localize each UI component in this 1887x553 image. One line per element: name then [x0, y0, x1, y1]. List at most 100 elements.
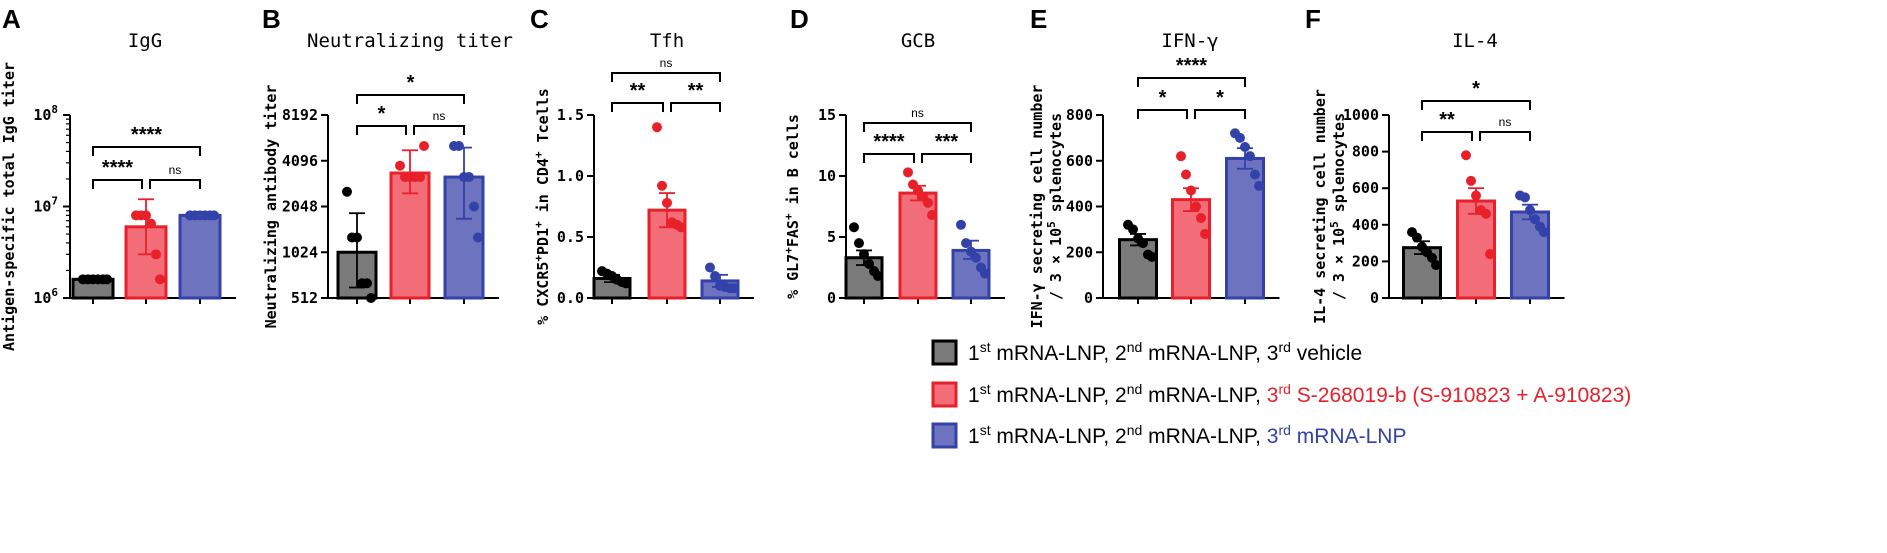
ylabel-part: splenocytes — [1330, 113, 1348, 221]
y-axis-label: % CXCR5+PD1+ in CD4+ Tcells — [532, 88, 552, 325]
legend-sup-colored: rd — [1278, 339, 1290, 355]
data-point — [1196, 212, 1206, 223]
legend-text: mRNA-LNP, 2 — [991, 425, 1127, 448]
bar-lnp — [178, 213, 222, 300]
bar-lnp — [1225, 156, 1265, 300]
y-tick-label: 8192 — [282, 106, 318, 124]
data-point — [923, 197, 933, 208]
legend-label: 1st mRNA-LNP, 2nd mRNA-LNP, 3rd S-268019… — [968, 381, 1631, 407]
tick-exp: 8 — [51, 103, 58, 116]
legend-text: mRNA-LNP, — [1142, 384, 1266, 407]
significance-label: * — [1472, 78, 1480, 100]
significance-bracket — [356, 94, 465, 104]
significance-label: ns — [433, 109, 446, 123]
significance-label: ** — [1439, 109, 1455, 131]
data-point — [151, 249, 161, 260]
data-point — [1176, 151, 1186, 162]
data-point — [464, 172, 474, 183]
data-point — [473, 232, 483, 243]
ylabel-part: % CXCR5 — [534, 262, 552, 325]
panel-label: B — [262, 4, 281, 34]
significance-bracket — [92, 146, 201, 156]
y-tick-label: 0.0 — [557, 289, 584, 307]
y-tick-label: 10 — [818, 167, 836, 185]
legend-text: mRNA-LNP, — [1142, 342, 1266, 365]
y-tick-label: 400 — [1352, 216, 1379, 234]
legend-sup: st — [980, 381, 991, 397]
legend-text: mRNA-LNP, — [1142, 425, 1266, 448]
data-point — [366, 293, 376, 303]
data-point — [1147, 251, 1157, 262]
legend-label: 1st mRNA-LNP, 2nd mRNA-LNP, 3rd vehicle — [968, 339, 1362, 365]
data-point — [362, 278, 372, 289]
data-point — [342, 186, 352, 197]
panel-label: C — [530, 4, 549, 34]
y-axis-label: % GL7+FAS+ in B cells — [782, 114, 802, 299]
significance-label: * — [407, 72, 415, 94]
data-point — [102, 274, 112, 285]
legend-swatch-vehicle — [931, 339, 958, 366]
ylabel-part: Tcells — [534, 88, 552, 151]
y-tick-label: 5 — [827, 228, 836, 246]
y-tick-label: 600 — [1352, 179, 1379, 197]
data-point — [395, 160, 405, 171]
data-point — [729, 283, 739, 294]
y-tick-label: 600 — [1066, 152, 1093, 170]
data-point — [1254, 180, 1264, 191]
data-point — [419, 141, 429, 152]
y-axis-label: IFN-γ secreting cell number — [1028, 85, 1046, 329]
y-tick-label: 400 — [1066, 198, 1093, 216]
legend-sup: nd — [1127, 339, 1143, 355]
y-tick-label: 2048 — [282, 198, 318, 216]
data-point — [1200, 228, 1210, 239]
bar-s268 — [898, 191, 938, 300]
significance-bracket — [863, 153, 915, 163]
legend-sup: nd — [1127, 381, 1143, 397]
data-point — [209, 210, 219, 221]
significance-bracket — [1137, 77, 1246, 87]
significance-label: ns — [169, 163, 182, 177]
significance-bracket — [863, 122, 972, 132]
panel-E: E IFN-γ 0 200 400 600 800 IFN-γ secreting cell … — [1028, 4, 1280, 328]
significance-label: ** — [630, 80, 646, 102]
y-axis-label: Antigen-specific total IgG titer — [0, 62, 18, 351]
data-point — [676, 222, 686, 233]
data-point — [1128, 224, 1138, 235]
ylabel-sup: 5 — [1328, 221, 1341, 228]
panel-title: Neutralizing titer — [307, 30, 513, 52]
data-point — [621, 278, 631, 289]
significance-label: *** — [935, 131, 959, 153]
significance-bracket — [1194, 109, 1246, 119]
data-point — [1191, 201, 1201, 212]
legend-text: 1 — [968, 384, 980, 407]
ylabel-part: in B cells — [784, 114, 802, 213]
data-point — [705, 262, 715, 273]
y-axis-label-line2: / 3 × 105 splenocytes — [1045, 113, 1065, 300]
data-point — [961, 238, 971, 249]
data-point — [956, 219, 966, 230]
panel-title: IL-4 — [1452, 30, 1498, 52]
panel-label: F — [1305, 4, 1321, 34]
legend: 1st mRNA-LNP, 2nd mRNA-LNP, 3rd vehicle1… — [931, 339, 1631, 449]
data-point — [1240, 142, 1250, 153]
data-point — [1525, 205, 1535, 216]
significance-bracket — [92, 179, 143, 189]
data-point — [1412, 232, 1422, 243]
y-tick-label: 800 — [1352, 143, 1379, 161]
ylabel-sup: + — [782, 213, 795, 220]
data-point — [1245, 151, 1255, 162]
ylabel-part: Antigen-specific total IgG titer — [0, 62, 18, 351]
significance-bracket — [1137, 109, 1188, 119]
legend-text: 1 — [968, 342, 980, 365]
legend-text: 1 — [968, 425, 980, 448]
significance-bracket — [611, 102, 664, 112]
panel-title: IgG — [128, 30, 162, 52]
data-point — [710, 271, 720, 282]
data-point — [864, 258, 874, 269]
data-point — [1539, 227, 1549, 238]
tick-exp: 7 — [51, 195, 58, 208]
panel-title: IFN-γ — [1161, 30, 1218, 52]
data-point — [1481, 208, 1491, 219]
